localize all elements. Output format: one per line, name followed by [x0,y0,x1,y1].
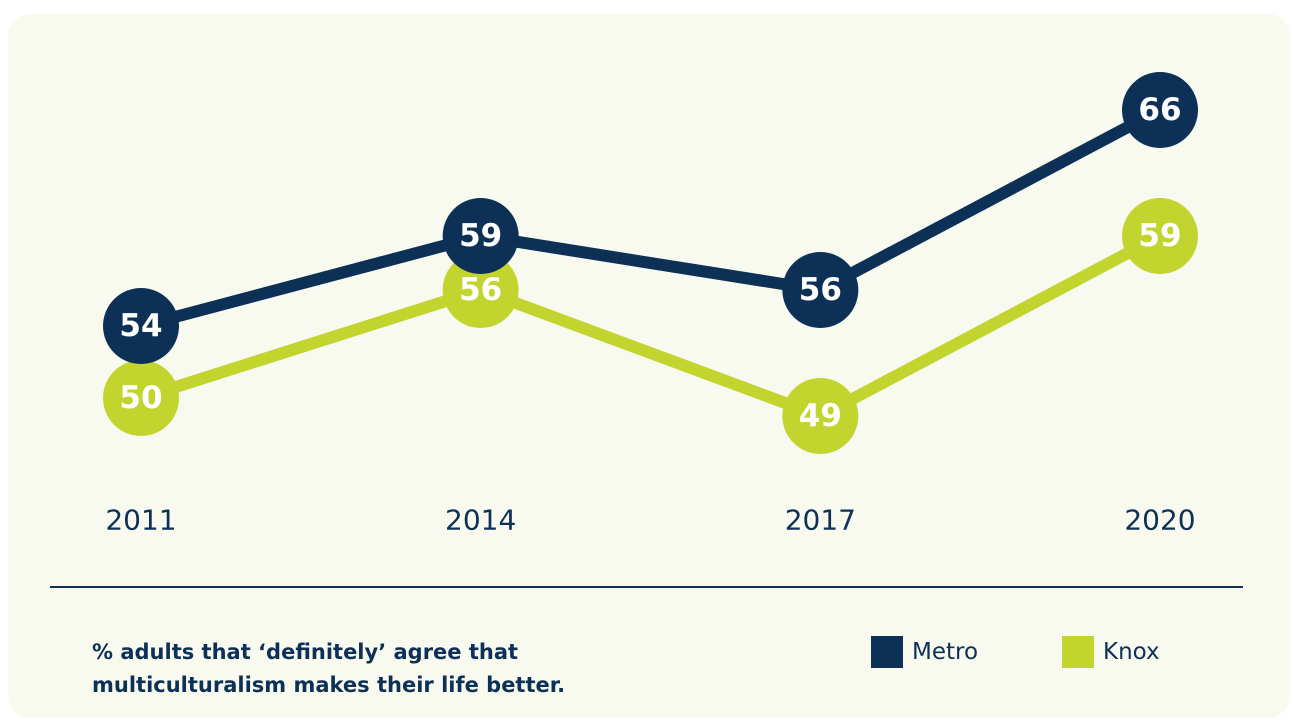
point [1122,72,1198,148]
point [442,198,519,274]
data-label: 59 [1138,218,1181,254]
x-tick-label: 2020 [1124,504,1195,537]
series-line [139,230,1163,423]
data-label: 56 [459,272,502,308]
legend-swatch [1062,636,1094,668]
data-label: 50 [119,380,162,416]
series-line [139,104,1163,332]
data-label: 49 [799,398,842,434]
point [782,252,859,328]
data-label: 66 [1138,92,1181,128]
data-label: 56 [799,272,842,308]
legend-swatch [871,636,903,668]
x-tick-label: 2011 [105,504,176,537]
x-tick-label: 2014 [445,504,516,537]
legend-label: Knox [1103,639,1160,665]
point [782,378,859,454]
point [442,252,519,328]
point [103,360,179,436]
data-label: 59 [459,218,502,254]
legend-label: Metro [912,639,978,665]
point [1122,198,1198,274]
point [103,288,179,364]
data-label: 54 [119,308,162,344]
x-tick-label: 2017 [785,504,856,537]
caption: % adults that ‘definitely’ agree that mu… [92,640,566,697]
chart-card [8,14,1290,718]
